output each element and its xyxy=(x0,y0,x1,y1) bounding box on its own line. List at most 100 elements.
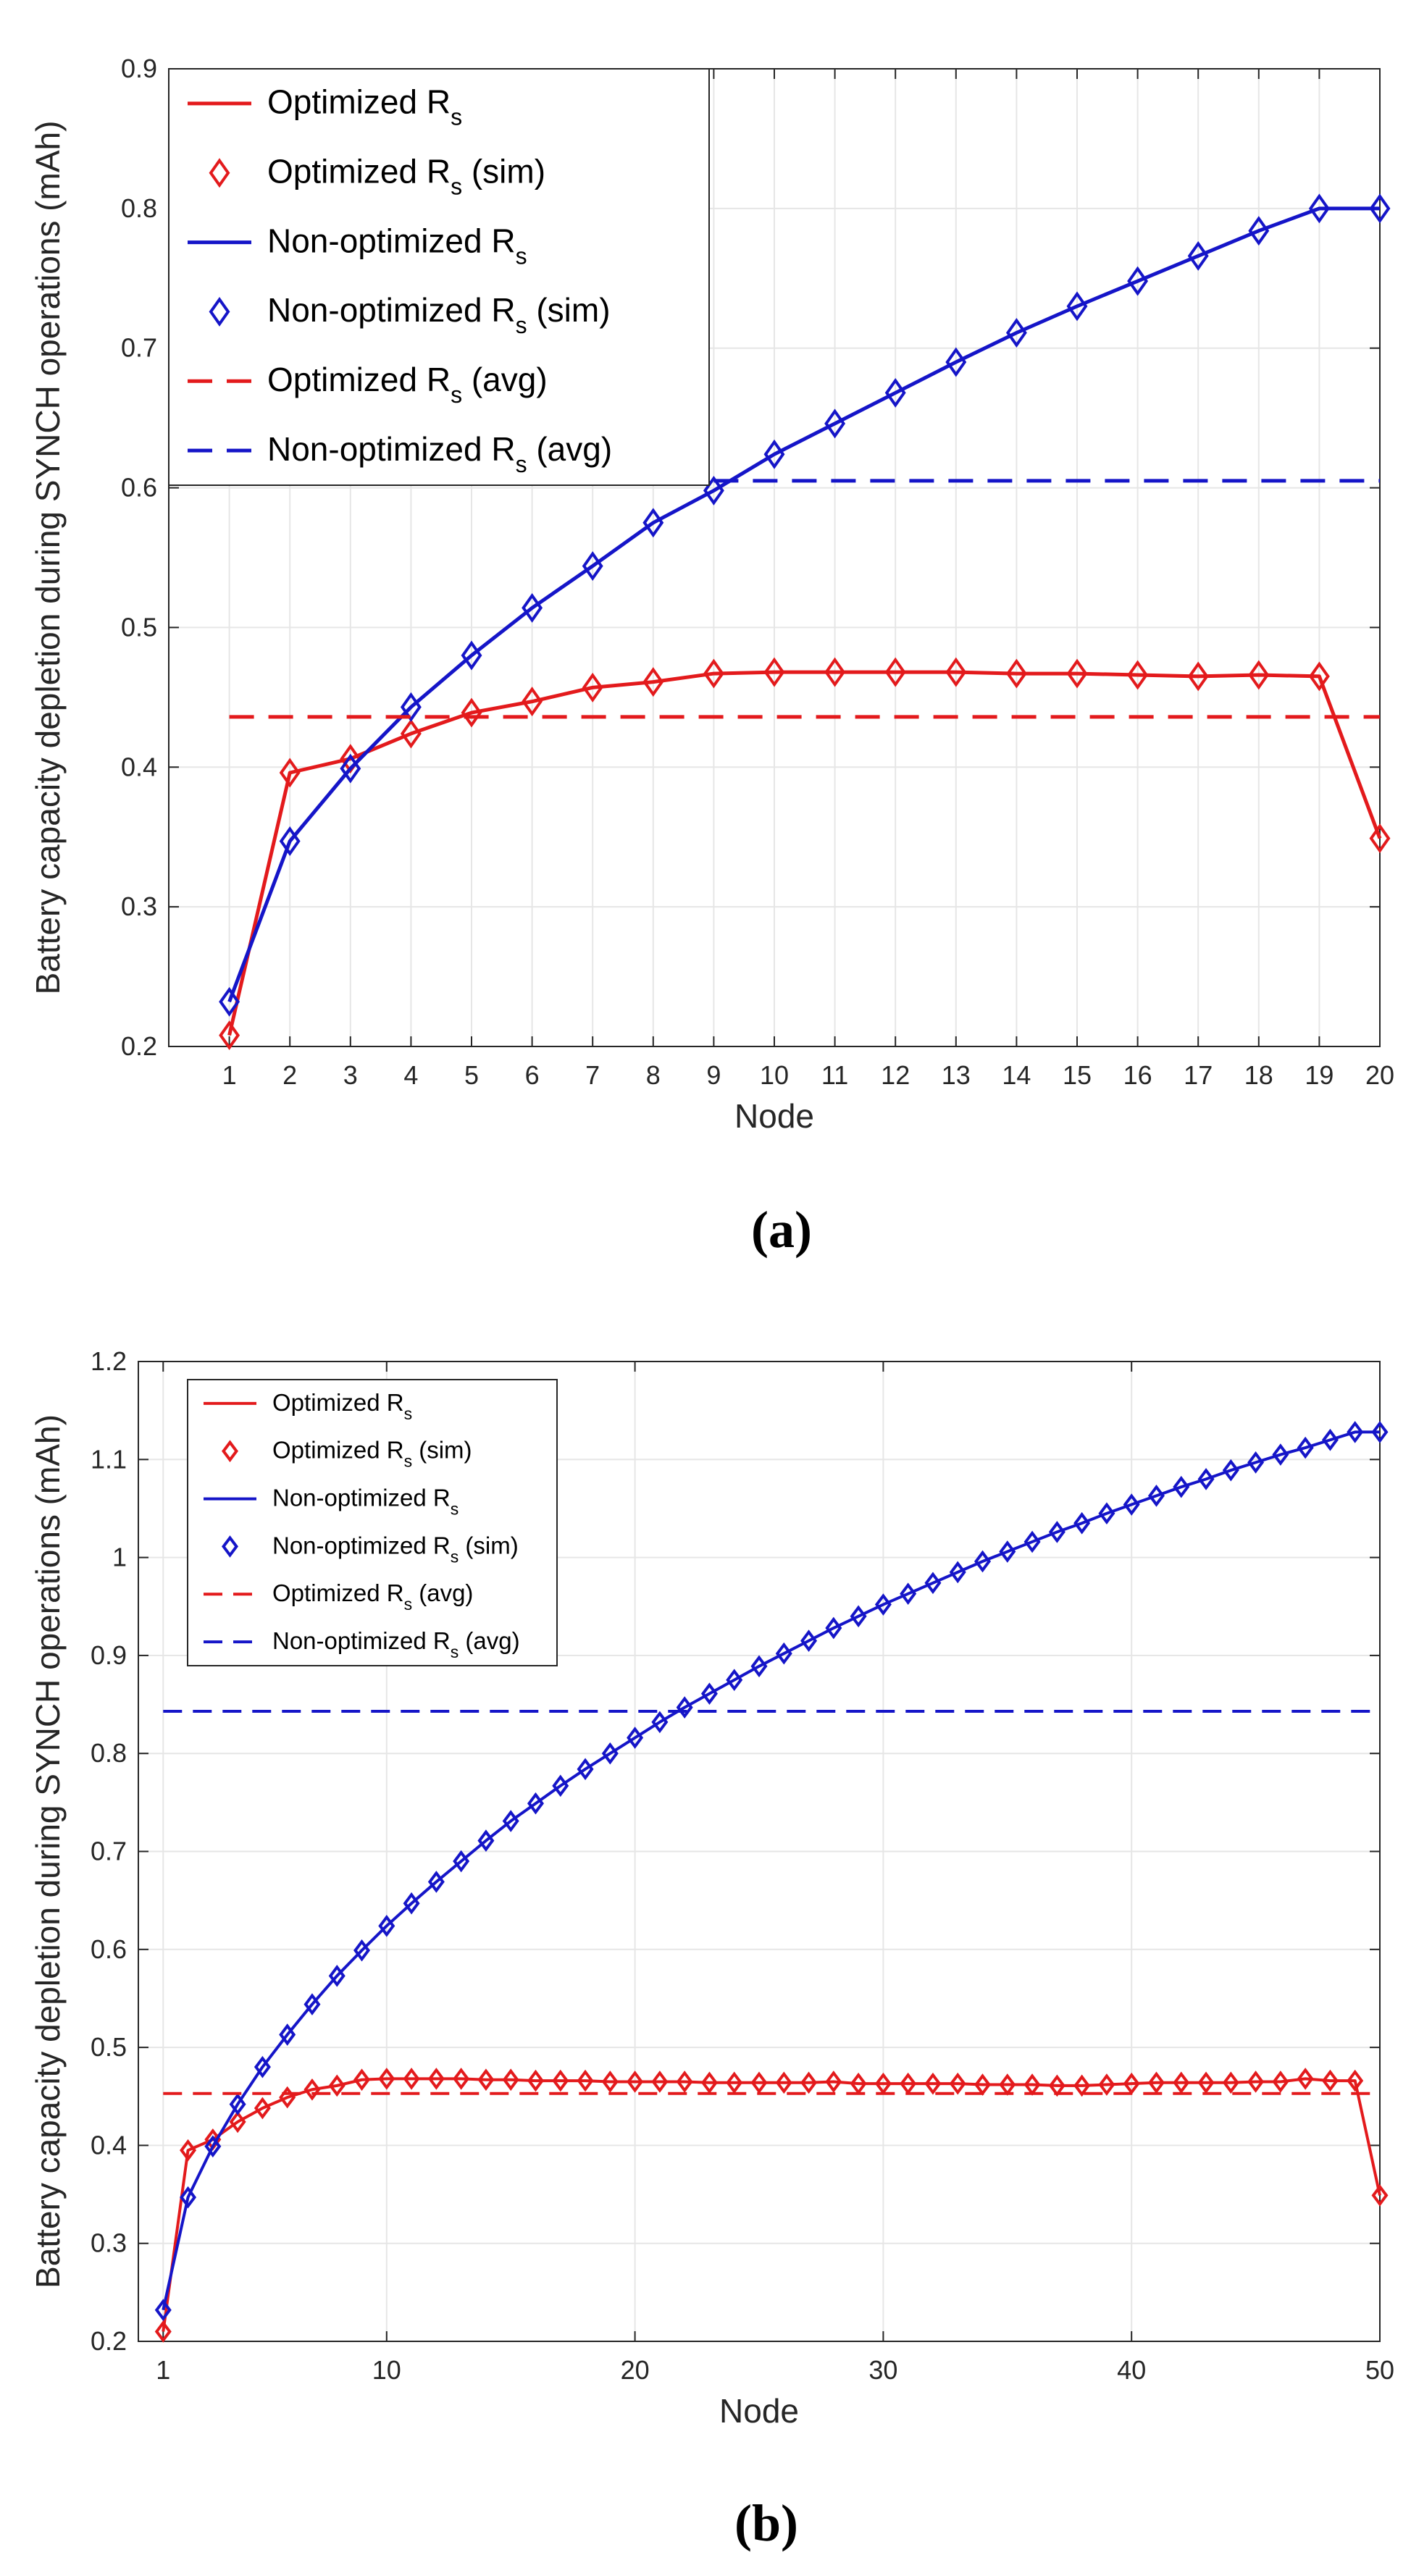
data-point-b-3 xyxy=(577,1758,594,1781)
data-point-b-1 xyxy=(775,2071,792,2094)
y-tick-label-b: 0.8 xyxy=(91,1738,127,1768)
data-point-b-3 xyxy=(502,1810,519,1832)
data-point-a-1 xyxy=(219,1020,240,1051)
data-point-a-1 xyxy=(1308,661,1330,692)
data-point-b-3 xyxy=(378,1914,395,1937)
data-point-a-3 xyxy=(945,347,967,377)
data-point-b-3 xyxy=(949,1561,966,1584)
x-tick-label-a: 15 xyxy=(1063,1060,1092,1090)
data-point-a-1 xyxy=(1369,823,1391,854)
series-a-3 xyxy=(219,193,1391,1017)
data-point-b-3 xyxy=(552,1774,569,1797)
legend-label-b-0: Optimized Rs xyxy=(272,1389,412,1423)
data-point-b-1 xyxy=(676,2071,693,2093)
caption-a: (a) xyxy=(751,1201,812,1259)
y-tick-label-a: 0.8 xyxy=(121,193,157,223)
data-point-b-3 xyxy=(999,1540,1016,1563)
data-point-a-1 xyxy=(400,718,422,749)
data-point-b-3 xyxy=(651,1711,669,1734)
data-point-a-1 xyxy=(461,697,482,728)
legend-swatch-a-1 xyxy=(209,158,230,188)
data-point-a-1 xyxy=(824,657,846,687)
data-point-b-1 xyxy=(1297,2068,1314,2090)
x-tick-label-a: 17 xyxy=(1184,1060,1213,1090)
data-point-b-3 xyxy=(1297,1436,1314,1459)
data-point-b-3 xyxy=(874,1593,892,1616)
data-point-b-1 xyxy=(1197,2071,1215,2094)
y-axis-label-b: Battery capacity depletion during SYNCH … xyxy=(29,1414,67,2288)
data-point-b-3 xyxy=(1023,1530,1041,1553)
data-point-b-3 xyxy=(1048,1521,1065,1543)
x-tick-label-a: 10 xyxy=(760,1060,789,1090)
data-point-a-1 xyxy=(1187,661,1209,692)
x-tick-label-a: 11 xyxy=(821,1060,848,1090)
data-point-b-1 xyxy=(427,2068,445,2090)
legend-label-a-5: Non-optimized Rs (avg) xyxy=(267,430,612,477)
data-point-a-1 xyxy=(642,667,664,697)
legend-a: Optimized Rs Optimized Rs (sim) Non-optimi… xyxy=(168,68,710,486)
data-point-b-1 xyxy=(353,2068,371,2092)
data-point-a-3 xyxy=(763,439,785,469)
ticks-b: 1 10 20 30 40 50 0.2 0.3 0.4 0.5 0.6 0.7 0.8 0.9 1 1.1 1… xyxy=(91,1346,1394,2385)
data-point-b-3 xyxy=(254,2055,271,2078)
data-point-a-3 xyxy=(1187,240,1209,271)
y-tick-label-b: 0.9 xyxy=(91,1640,127,1670)
data-point-b-1 xyxy=(502,2068,519,2092)
data-point-b-1 xyxy=(577,2069,594,2092)
data-point-b-3 xyxy=(527,1792,544,1815)
data-point-b-1 xyxy=(453,2068,470,2090)
data-point-b-1 xyxy=(651,2071,669,2093)
legend-b: Optimized Rs Optimized Rs (sim) Non-optimi… xyxy=(187,1379,558,1666)
data-point-b-1 xyxy=(1321,2069,1339,2092)
y-tick-label-a: 0.3 xyxy=(121,891,157,921)
y-tick-label-b: 0.6 xyxy=(91,1934,127,1964)
data-point-a-1 xyxy=(522,687,543,717)
data-point-b-1 xyxy=(1371,2184,1389,2207)
data-point-b-1 xyxy=(949,2072,966,2095)
y-tick-label-a: 0.5 xyxy=(121,612,157,642)
data-point-a-3 xyxy=(884,377,906,408)
data-point-b-1 xyxy=(1073,2074,1091,2097)
data-point-b-3 xyxy=(775,1642,792,1665)
data-point-b-1 xyxy=(627,2071,644,2093)
data-point-b-1 xyxy=(403,2068,420,2090)
data-point-b-1 xyxy=(154,2320,172,2343)
x-axis-label-b: Node xyxy=(719,2392,799,2430)
data-point-b-3 xyxy=(328,1964,346,1987)
data-point-a-1 xyxy=(279,758,301,788)
data-point-b-1 xyxy=(527,2069,544,2092)
data-point-b-3 xyxy=(700,1682,718,1706)
x-tick-label-a: 18 xyxy=(1244,1060,1273,1090)
data-point-b-3 xyxy=(1272,1443,1289,1466)
x-tick-label-a: 14 xyxy=(1002,1060,1031,1090)
data-point-b-3 xyxy=(750,1655,768,1678)
data-point-a-3 xyxy=(279,826,301,856)
ticks-a: 1 2 3 4 5 6 7 8 9 10 11 12 13 14 15 16 17 18 19 200.20.30.4… xyxy=(121,54,1394,1090)
data-point-b-3 xyxy=(726,1669,743,1692)
data-point-a-1 xyxy=(884,657,906,687)
data-point-a-1 xyxy=(703,658,724,689)
legend-box-a xyxy=(168,68,710,486)
series-line-a-2 xyxy=(227,206,1380,1003)
data-point-b-3 xyxy=(1347,1421,1364,1443)
data-point-b-1 xyxy=(750,2071,768,2094)
data-point-a-1 xyxy=(763,657,785,687)
data-point-b-3 xyxy=(477,1829,495,1852)
data-point-a-3 xyxy=(1005,318,1027,348)
data-point-b-3 xyxy=(924,1572,942,1595)
data-point-a-1 xyxy=(945,657,967,687)
x-tick-label-b: 1 xyxy=(156,2355,170,2385)
chart-b: 1 10 20 30 40 50 0.2 0.3 0.4 0.5 0.6 0.7 0.8 0.9 1 1.1 1… xyxy=(29,1346,1394,2552)
data-point-b-3 xyxy=(279,2023,296,2046)
data-point-a-3 xyxy=(1369,193,1391,224)
series-a-1 xyxy=(219,657,1391,1051)
data-point-a-3 xyxy=(340,753,361,784)
x-tick-label-a: 7 xyxy=(585,1060,600,1090)
legend-label-a-2: Non-optimized Rs xyxy=(267,222,527,269)
legend-label-a-1: Optimized Rs (sim) xyxy=(267,153,545,200)
legend-swatch-b-3 xyxy=(222,1535,238,1558)
data-point-b-3 xyxy=(204,2135,222,2158)
x-tick-label-a: 8 xyxy=(646,1060,661,1090)
data-point-b-3 xyxy=(850,1605,867,1628)
legend-label-b-1: Optimized Rs (sim) xyxy=(272,1437,472,1471)
